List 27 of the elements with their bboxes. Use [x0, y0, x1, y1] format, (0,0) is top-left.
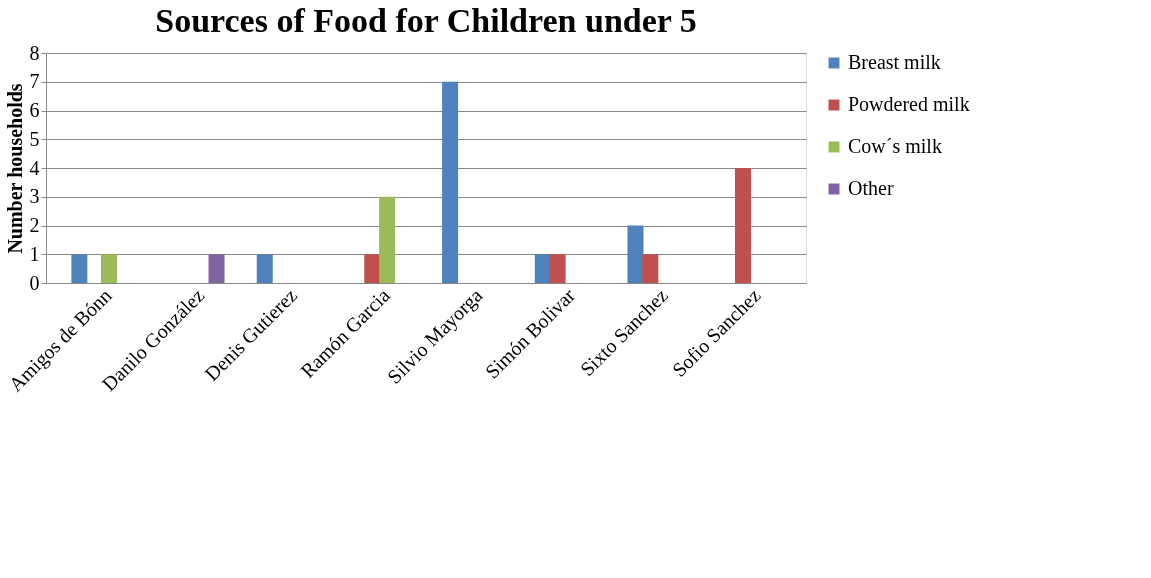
y-tick-label: 2 [29, 214, 40, 236]
y-axis-title: Number households [3, 83, 26, 254]
chart-title: Sources of Food for Children under 5 [155, 2, 697, 39]
bar [442, 81, 459, 283]
bar [256, 254, 273, 283]
bar [534, 254, 551, 283]
legend-label: Powdered milk [848, 93, 970, 115]
y-tick-label: 0 [29, 271, 40, 294]
bar [627, 225, 644, 283]
bar [549, 254, 566, 283]
bar [101, 254, 118, 283]
bar [379, 196, 396, 283]
legend-label: Breast milk [848, 51, 941, 73]
y-tick-label: 3 [29, 185, 40, 208]
y-tick-label: 7 [29, 70, 40, 93]
bar [208, 254, 225, 283]
y-tick-label: 1 [29, 242, 40, 265]
y-tick-label: 5 [29, 127, 40, 150]
y-tick-label: 4 [29, 156, 40, 179]
y-tick-label: 6 [29, 99, 40, 121]
legend-label: Other [848, 177, 894, 199]
bar [71, 254, 88, 283]
bar [734, 168, 751, 283]
bar [364, 254, 381, 283]
legend-label: Cow´s milk [848, 135, 942, 157]
y-tick-label: 8 [29, 41, 40, 64]
bar [642, 254, 659, 283]
